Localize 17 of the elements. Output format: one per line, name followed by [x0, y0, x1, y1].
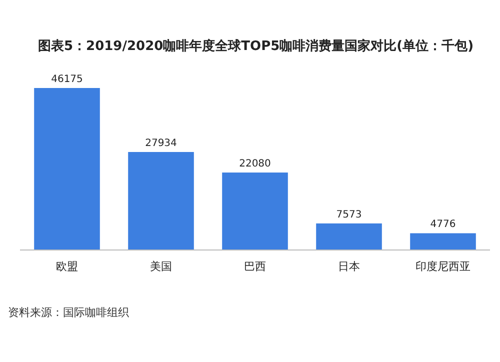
chart-title: 图表5：2019/2020咖啡年度全球TOP5咖啡消费量国家对比(单位：千包): [38, 38, 474, 54]
data-label: 7573: [336, 209, 362, 220]
x-tick-label: 印度尼西亚: [416, 260, 470, 273]
bar: [410, 233, 476, 250]
bar: [128, 152, 194, 250]
bar: [316, 223, 382, 250]
x-tick-label: 日本: [338, 260, 360, 273]
x-tick-label: 巴西: [244, 260, 266, 273]
data-label: 46175: [51, 74, 83, 85]
data-label: 22080: [239, 158, 271, 170]
text: 资料来源：国际咖啡组织: [8, 306, 129, 319]
bar: [34, 88, 100, 250]
bar: [222, 172, 288, 250]
x-tick-label: 美国: [150, 260, 172, 273]
data-label: 4776: [430, 219, 456, 230]
x-tick-label: 欧盟: [56, 260, 78, 273]
data-label: 27934: [145, 138, 177, 149]
